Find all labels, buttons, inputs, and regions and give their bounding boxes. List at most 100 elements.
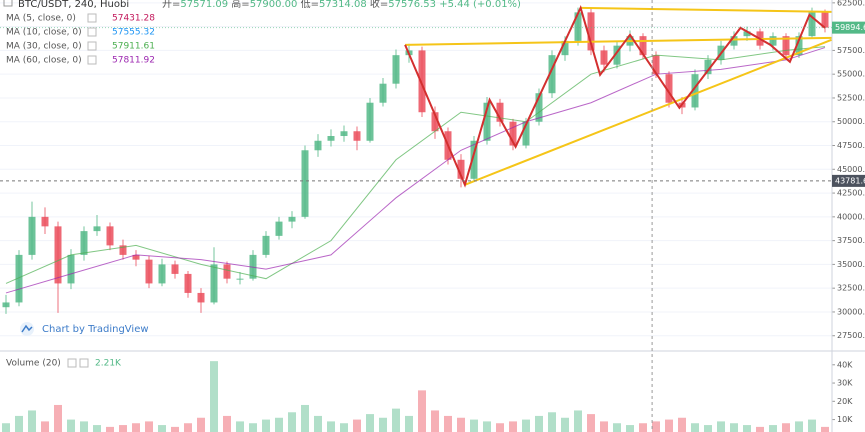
- candle-body: [223, 264, 231, 279]
- ohlc-value: 57576.53: [388, 0, 436, 10]
- volume-tick-label: 10K: [837, 415, 853, 424]
- candle-body: [15, 254, 23, 303]
- volume-bar: [444, 415, 452, 432]
- trend-drawing: [580, 6, 832, 13]
- crosshair-label-bg: [832, 174, 865, 187]
- volume-bar: [587, 414, 595, 432]
- candle-body: [340, 131, 348, 137]
- volume-bar: [691, 423, 699, 432]
- ma-settings-icon[interactable]: [87, 13, 97, 23]
- last-price-bg: [832, 21, 865, 34]
- candle-body: [106, 226, 114, 246]
- volume-bar: [340, 423, 348, 432]
- candle-body: [613, 45, 621, 65]
- ma-settings-icon[interactable]: [87, 41, 97, 51]
- ma-settings-icon[interactable]: [87, 27, 97, 37]
- y-tick-label: 42500.00: [837, 189, 865, 198]
- close-icon[interactable]: [79, 358, 89, 368]
- volume-bar: [600, 421, 608, 432]
- volume-bar: [353, 419, 361, 432]
- y-tick-label: 57500.00: [837, 46, 865, 55]
- ohlc-value: 57314.08: [319, 0, 367, 10]
- candle-body: [496, 102, 504, 122]
- volume-tick-label: 40K: [837, 360, 853, 369]
- volume-bar: [769, 425, 777, 432]
- volume-bar: [15, 415, 23, 432]
- candle-body: [379, 83, 387, 103]
- volume-bar: [574, 410, 582, 432]
- candle-body: [483, 102, 491, 141]
- candle-body: [366, 102, 374, 141]
- volume-bar: [132, 423, 140, 432]
- candle-body: [145, 259, 153, 284]
- candle-body: [665, 74, 673, 103]
- y-tick-label: 45000.00: [837, 165, 865, 174]
- candle-body: [54, 226, 62, 284]
- watermark[interactable]: Chart by TradingView: [42, 324, 149, 335]
- volume-bar: [509, 421, 517, 432]
- candle-body: [535, 93, 543, 122]
- candle-body: [353, 131, 361, 141]
- volume-label: Volume (20): [6, 359, 61, 369]
- tv-logo-mark: [21, 324, 33, 333]
- candle-body: [704, 59, 712, 75]
- candle-body: [67, 254, 75, 284]
- collapse-icon[interactable]: [3, 0, 13, 7]
- ma-legend-value: 57911.61: [112, 42, 155, 52]
- ma-line: [5, 46, 826, 284]
- volume-bar: [795, 421, 803, 432]
- volume-bar: [67, 419, 75, 432]
- volume-bar: [327, 421, 335, 432]
- candle-body: [210, 264, 218, 303]
- y-tick-label: 27500.00: [837, 331, 865, 340]
- settings-icon[interactable]: [67, 358, 77, 368]
- candle-body: [652, 55, 660, 75]
- candle-body: [600, 50, 608, 65]
- candle-body: [457, 159, 465, 179]
- volume-bar: [392, 408, 400, 432]
- volume-bar: [184, 423, 192, 432]
- volume-bar: [249, 423, 257, 432]
- ma-legend-value: 57431.28: [112, 14, 155, 24]
- volume-bar: [522, 419, 530, 432]
- volume-bar: [262, 419, 270, 432]
- volume-bar: [431, 410, 439, 432]
- y-tick-label: 55000.00: [837, 70, 865, 79]
- volume-bar: [28, 410, 36, 432]
- volume-bar: [41, 421, 49, 432]
- volume-bar: [652, 421, 660, 432]
- ohlc-label: 开=: [162, 0, 180, 10]
- candle-body: [301, 150, 309, 217]
- volume-bar: [626, 425, 634, 432]
- volume-bar: [2, 423, 10, 432]
- candle-body: [80, 231, 88, 255]
- trend-drawing: [464, 38, 832, 186]
- volume-bar: [821, 426, 829, 432]
- symbol: BTC/USDT, 240, Huobi: [18, 0, 129, 10]
- volume-bar: [210, 361, 218, 432]
- candle-body: [327, 136, 335, 141]
- volume-bar: [158, 425, 166, 432]
- tv-logo: [20, 322, 34, 336]
- candle-body: [691, 74, 699, 108]
- y-tick-label: 35000.00: [837, 260, 865, 269]
- volume-bar: [314, 415, 322, 432]
- volume-bar: [730, 423, 738, 432]
- ohlc-value: 57900.00: [250, 0, 298, 10]
- ma-legend-name: MA (5, close, 0): [6, 14, 76, 24]
- volume-bar: [223, 415, 231, 432]
- candle-body: [275, 221, 283, 236]
- y-tick-label: 37500.00: [837, 236, 865, 245]
- crosshair-label: 43781.6: [835, 176, 865, 185]
- volume-bar: [171, 426, 179, 432]
- volume-bar: [197, 417, 205, 432]
- candle-body: [236, 278, 244, 280]
- volume-bar: [756, 426, 764, 432]
- candle-body: [587, 12, 595, 51]
- candle-body: [2, 302, 10, 308]
- ma-settings-icon[interactable]: [87, 55, 97, 65]
- ma-legend-value: 57811.92: [112, 56, 155, 66]
- volume-tick-label: 20K: [837, 397, 853, 406]
- volume-bar: [288, 412, 296, 432]
